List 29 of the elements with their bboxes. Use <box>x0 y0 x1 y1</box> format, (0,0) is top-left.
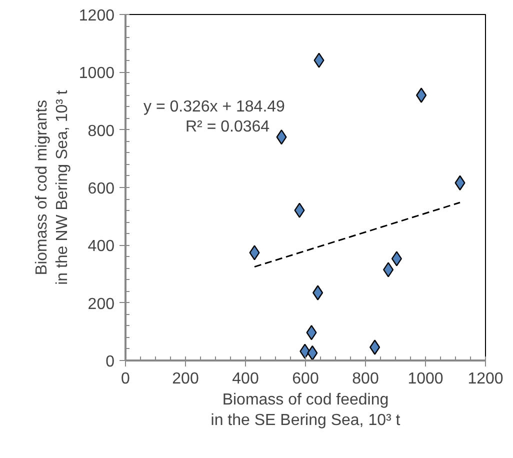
point <box>249 245 260 260</box>
point <box>454 175 466 190</box>
x-tick-label: 400 <box>232 370 259 388</box>
point <box>391 251 402 266</box>
point <box>383 262 394 278</box>
y-tick-label: 0 <box>106 354 115 370</box>
x-axis-title: Biomass of cod feeding in the SE Bering Sea, 10³ t <box>210 392 401 429</box>
point <box>314 52 324 68</box>
y-tick-label: 800 <box>88 122 115 140</box>
y-tick-label: 600 <box>88 180 115 198</box>
point <box>294 202 305 218</box>
point <box>370 340 380 355</box>
point <box>312 285 324 300</box>
point <box>300 344 310 359</box>
annotation: R² = 0.0364 <box>186 118 270 136</box>
x-tick-label: 200 <box>172 370 199 388</box>
x-tick-label: 600 <box>292 370 319 388</box>
annotation: y = 0.326x + 184.49 <box>144 98 286 116</box>
y-tick-label: 200 <box>88 296 115 313</box>
y-tick-label: 400 <box>88 238 115 256</box>
y-tick-label: 1000 <box>78 65 115 82</box>
y-axis-title: Biomass of cod migrants in the NW Bering Sea, 10³ t <box>34 90 71 285</box>
point <box>416 88 427 103</box>
x-tick-label: 1000 <box>408 370 444 388</box>
x-tick-label: 1200 <box>468 370 504 388</box>
point <box>307 345 318 360</box>
y-tick-label: 1200 <box>78 8 115 24</box>
x-tick-label: 800 <box>352 370 379 388</box>
x-tick-label: 0 <box>121 370 130 388</box>
